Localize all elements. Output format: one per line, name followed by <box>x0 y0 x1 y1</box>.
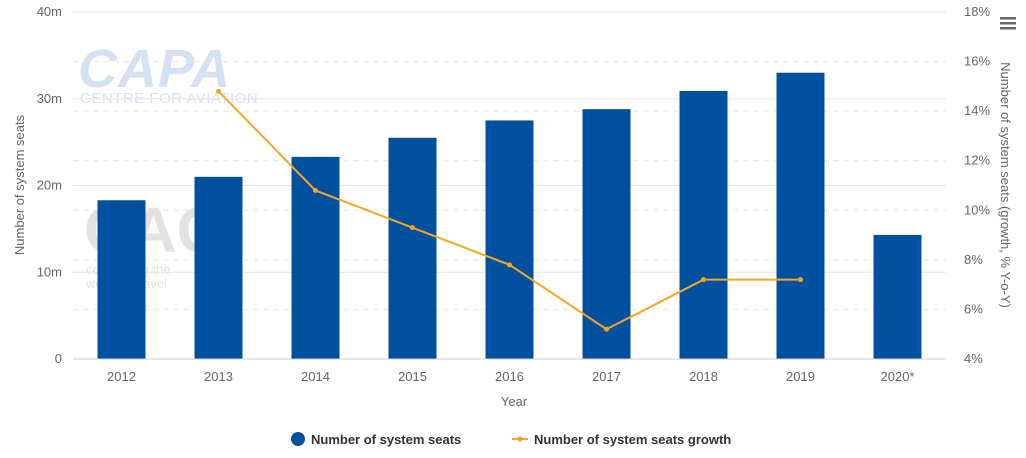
left-axis-title: Number of system seats <box>12 114 27 255</box>
left-tick-label: 30m <box>37 91 62 106</box>
bar-2020*[interactable] <box>873 234 922 359</box>
x-tick-label: 2019 <box>786 369 815 384</box>
capa-logo-text: CAPA <box>78 39 231 99</box>
right-tick-label: 18% <box>964 4 990 19</box>
x-tick-label: 2016 <box>495 369 524 384</box>
x-axis-ticks: 2012 2013 2014 2015 2016 2017 2018 2019 2020* <box>107 369 914 384</box>
hamburger-menu-icon[interactable] <box>996 10 1020 34</box>
x-tick-label: 2020* <box>881 369 915 384</box>
x-tick-label: 2015 <box>398 369 427 384</box>
bar-2017[interactable] <box>582 109 631 359</box>
left-tick-label: 20m <box>37 178 62 193</box>
growth-point-2016[interactable] <box>507 262 512 268</box>
x-tick-label: 2017 <box>592 369 621 384</box>
growth-point-2017[interactable] <box>604 326 609 332</box>
growth-point-2018[interactable] <box>701 277 706 283</box>
legend-marker-dot <box>517 436 523 442</box>
legend: Number of system seats Number of system … <box>291 432 731 447</box>
x-tick-label: 2012 <box>107 369 136 384</box>
right-tick-label: 6% <box>964 301 983 316</box>
right-axis-ticks: 4% 6% 8% 10% 12% 14% 16% 18% <box>964 4 990 366</box>
left-axis-ticks: 0 10m 20m 30m 40m <box>37 4 62 366</box>
bar-2018[interactable] <box>679 90 728 359</box>
legend-item-seats-growth[interactable]: Number of system seats growth <box>512 432 731 447</box>
right-tick-label: 10% <box>964 202 990 217</box>
left-tick-label: 10m <box>37 264 62 279</box>
growth-point-2019[interactable] <box>798 277 803 283</box>
x-tick-label: 2018 <box>689 369 718 384</box>
bar-2019[interactable] <box>776 72 825 359</box>
x-tick-label: 2013 <box>204 369 233 384</box>
legend-item-system-seats[interactable]: Number of system seats <box>291 432 461 447</box>
right-tick-label: 8% <box>964 252 983 267</box>
left-tick-label: 0 <box>55 351 62 366</box>
growth-point-2013[interactable] <box>216 88 221 94</box>
bar-2015[interactable] <box>388 137 437 359</box>
bar-2014[interactable] <box>291 156 340 359</box>
right-tick-label: 12% <box>964 153 990 168</box>
right-tick-label: 16% <box>964 54 990 69</box>
right-tick-label: 14% <box>964 103 990 118</box>
x-tick-label: 2014 <box>301 369 330 384</box>
legend-label-seats-growth: Number of system seats growth <box>534 432 731 447</box>
legend-marker-bar <box>291 432 305 446</box>
right-axis-title: Number of system seats (growth, % Y-o-Y) <box>998 62 1013 308</box>
bar-2012[interactable] <box>97 200 146 359</box>
growth-point-2014[interactable] <box>313 187 318 193</box>
bar-2016[interactable] <box>485 120 534 359</box>
line-series-seats-growth <box>216 88 803 332</box>
legend-label-system-seats: Number of system seats <box>311 432 461 447</box>
bar-series-system-seats <box>97 72 922 359</box>
left-tick-label: 40m <box>37 4 62 19</box>
growth-point-2015[interactable] <box>410 225 415 231</box>
right-tick-label: 4% <box>964 351 983 366</box>
capa-logo: CAPA CENTRE FOR AVIATION <box>78 39 258 107</box>
bar-2013[interactable] <box>194 176 243 359</box>
x-axis-title: Year <box>501 394 528 409</box>
